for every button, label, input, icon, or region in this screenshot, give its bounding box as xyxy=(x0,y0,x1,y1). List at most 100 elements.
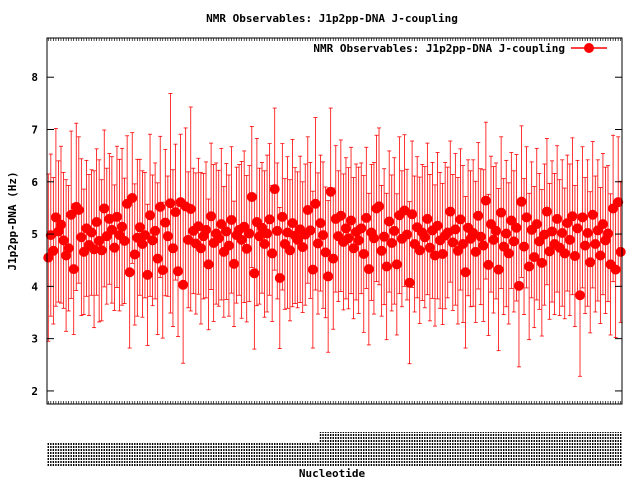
data-point xyxy=(447,237,458,248)
data-point xyxy=(590,239,601,250)
data-point xyxy=(442,227,453,238)
data-point xyxy=(389,225,400,236)
data-point xyxy=(246,191,257,202)
data-point xyxy=(312,238,323,249)
data-point xyxy=(262,228,273,239)
data-point xyxy=(127,192,138,203)
data-point xyxy=(595,250,606,261)
data-point xyxy=(325,186,336,197)
data-point xyxy=(567,211,578,222)
data-point xyxy=(178,279,189,290)
data-point xyxy=(485,219,496,230)
data-point xyxy=(284,245,295,256)
data-point xyxy=(460,267,471,278)
data-point xyxy=(508,236,519,247)
data-point xyxy=(478,240,489,251)
data-point xyxy=(516,196,527,207)
data-point xyxy=(557,228,568,239)
data-point xyxy=(328,253,339,264)
data-point xyxy=(368,233,379,244)
data-point xyxy=(99,203,110,214)
data-point xyxy=(511,222,522,233)
y-tick-label: 6 xyxy=(31,176,38,189)
data-point xyxy=(89,244,100,255)
data-point xyxy=(361,212,372,223)
data-point xyxy=(318,230,329,241)
data-point xyxy=(597,219,608,230)
data-point xyxy=(585,257,596,268)
data-point xyxy=(259,239,270,250)
data-point xyxy=(111,211,122,222)
data-point xyxy=(167,243,178,254)
data-point xyxy=(302,205,313,216)
data-point xyxy=(282,227,293,238)
data-point xyxy=(544,246,555,257)
data-point xyxy=(353,235,364,246)
data-point xyxy=(564,234,575,245)
data-point xyxy=(236,234,247,245)
data-point xyxy=(229,258,240,269)
data-point xyxy=(498,241,509,252)
data-point xyxy=(170,207,181,218)
data-point xyxy=(124,267,135,278)
data-point xyxy=(137,239,148,250)
data-point xyxy=(452,245,463,256)
data-point xyxy=(480,195,491,206)
data-point xyxy=(226,214,237,225)
data-point xyxy=(580,240,591,251)
data-point xyxy=(109,242,120,253)
data-point xyxy=(45,230,56,241)
data-point xyxy=(503,248,514,259)
data-point xyxy=(404,277,415,288)
data-point xyxy=(150,225,161,236)
data-point xyxy=(73,205,84,216)
data-point xyxy=(386,237,397,248)
data-point xyxy=(422,213,433,224)
data-point xyxy=(244,228,255,239)
data-point xyxy=(287,218,298,229)
data-point xyxy=(160,217,171,228)
data-point xyxy=(559,248,570,259)
data-point xyxy=(399,205,410,216)
data-point xyxy=(162,231,173,242)
data-point xyxy=(183,234,194,245)
data-point xyxy=(348,243,359,254)
data-point xyxy=(569,251,580,262)
data-point xyxy=(203,259,214,270)
y-tick-label: 8 xyxy=(31,71,38,84)
data-point xyxy=(491,225,502,236)
legend: NMR Observables: J1p2pp-DNA J-coupling xyxy=(313,42,607,55)
data-point xyxy=(241,243,252,254)
data-point xyxy=(335,210,346,221)
data-point xyxy=(193,221,204,232)
data-point xyxy=(539,229,550,240)
data-point xyxy=(272,225,283,236)
y-tick-label: 2 xyxy=(31,385,38,398)
data-point xyxy=(305,225,316,236)
data-point xyxy=(356,223,367,234)
data-point xyxy=(496,207,507,218)
data-point xyxy=(613,197,624,208)
data-point xyxy=(307,264,318,275)
data-point xyxy=(106,224,117,235)
data-point xyxy=(391,259,402,270)
data-point xyxy=(615,246,626,257)
data-point xyxy=(239,221,250,232)
data-point xyxy=(524,261,535,272)
data-point xyxy=(223,240,234,251)
data-point xyxy=(407,209,418,220)
data-point xyxy=(455,214,466,225)
legend-marker xyxy=(584,43,594,53)
data-point xyxy=(381,261,392,272)
data-point xyxy=(432,220,443,231)
data-point xyxy=(429,250,440,261)
y-tick-label: 4 xyxy=(31,280,38,293)
data-point xyxy=(374,201,385,212)
data-point xyxy=(91,217,102,228)
data-point xyxy=(145,210,156,221)
data-point xyxy=(216,219,227,230)
data-point xyxy=(142,269,153,280)
data-point xyxy=(267,248,278,259)
data-point xyxy=(277,211,288,222)
